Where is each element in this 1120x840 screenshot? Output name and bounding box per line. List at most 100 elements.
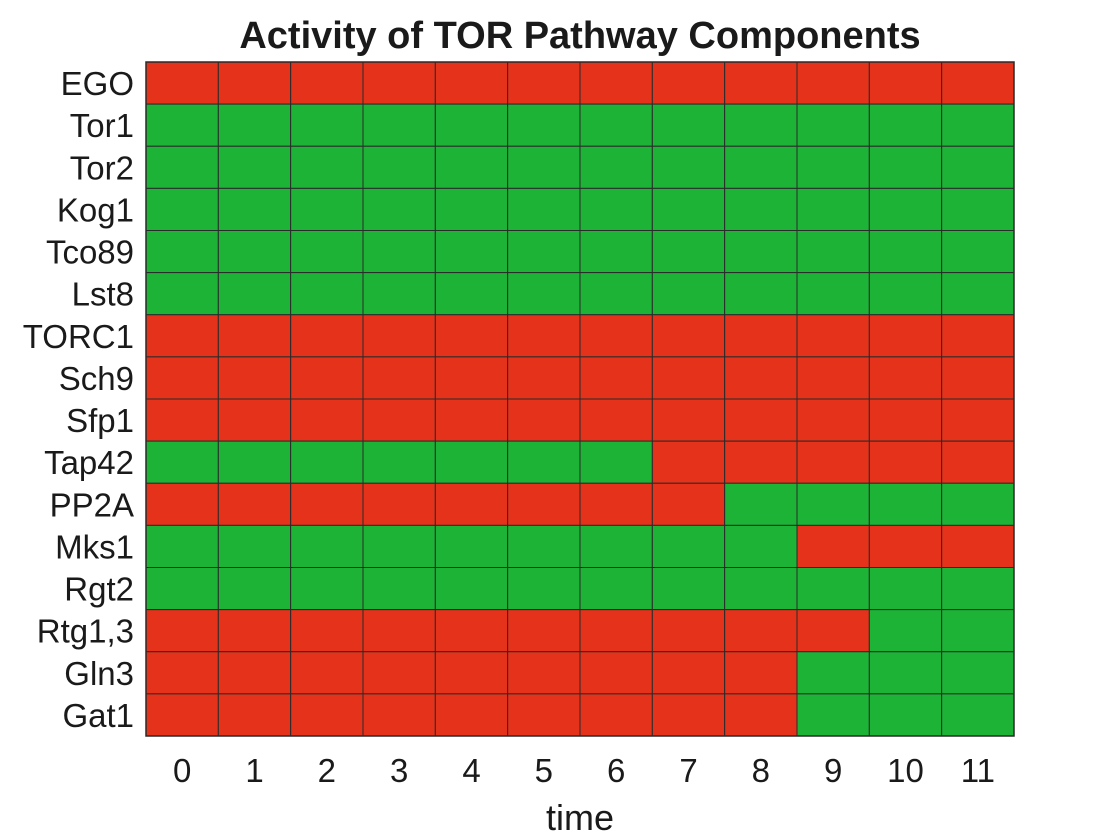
heatmap-cell: [434, 145, 509, 189]
heatmap-cell: [507, 567, 581, 611]
heatmap-cell: [362, 103, 436, 147]
heatmap-cell: [796, 651, 870, 695]
heatmap-cell: [651, 693, 726, 737]
heatmap-cell: [724, 440, 798, 484]
heatmap-cell: [362, 356, 436, 400]
heatmap-cell: [579, 187, 653, 231]
y-tick-label: Gat1: [62, 697, 134, 734]
heatmap-cell: [290, 651, 364, 695]
heatmap-cell: [724, 398, 798, 442]
x-tick-label: 1: [245, 752, 263, 789]
heatmap-cell: [941, 651, 1015, 695]
heatmap-cell: [868, 609, 943, 653]
heatmap-cell: [868, 356, 943, 400]
heatmap-cell: [145, 440, 219, 484]
heatmap-cell: [290, 440, 364, 484]
heatmap-cell: [507, 272, 581, 316]
x-tick-label: 11: [961, 752, 995, 789]
heatmap-cell: [724, 187, 798, 231]
heatmap-cell: [290, 272, 364, 316]
heatmap-cell: [362, 609, 436, 653]
heatmap-cell: [941, 524, 1015, 568]
heatmap-cell: [724, 314, 798, 358]
heatmap-cell: [434, 61, 509, 105]
heatmap-cell: [362, 693, 436, 737]
heatmap-cell: [362, 187, 436, 231]
heatmap-cell: [290, 567, 364, 611]
heatmap-cell: [145, 230, 219, 274]
heatmap-cell: [145, 693, 219, 737]
heatmap-cell: [941, 567, 1015, 611]
heatmap-cell: [868, 482, 943, 526]
heatmap-cell: [579, 314, 653, 358]
heatmap-cell: [362, 145, 436, 189]
heatmap-cell: [651, 61, 726, 105]
x-tick-label: 10: [887, 752, 924, 789]
x-tick-label: 5: [535, 752, 553, 789]
heatmap-cell: [434, 609, 509, 653]
heatmap-cell: [796, 103, 870, 147]
heatmap-cell: [507, 693, 581, 737]
heatmap-cell: [796, 314, 870, 358]
x-tick-label: 4: [462, 752, 480, 789]
heatmap-cell: [868, 230, 943, 274]
heatmap-cell: [362, 524, 436, 568]
heatmap-cell: [579, 651, 653, 695]
heatmap-cell: [724, 651, 798, 695]
y-tick-label: EGO: [61, 65, 134, 102]
heatmap-cell: [796, 145, 870, 189]
heatmap-cell: [290, 61, 364, 105]
heatmap-cell: [868, 314, 943, 358]
heatmap-cell: [651, 272, 726, 316]
heatmap-cell: [434, 187, 509, 231]
heatmap-cell: [217, 230, 292, 274]
heatmap-cell: [290, 524, 364, 568]
heatmap-cell: [145, 145, 219, 189]
heatmap-cell: [290, 314, 364, 358]
heatmap-cell: [796, 230, 870, 274]
x-tick-label: 6: [607, 752, 625, 789]
y-tick-labels: EGO Tor1 Tor2 Kog1 Tco89 Lst8 TORC1 Sch9 Sfp1 Tap…: [23, 65, 134, 734]
heatmap-cell: [217, 482, 292, 526]
heatmap-cell: [796, 567, 870, 611]
heatmap-cell: [217, 609, 292, 653]
heatmap-cell: [868, 61, 943, 105]
heatmap-cell: [579, 524, 653, 568]
x-tick-label: 7: [679, 752, 697, 789]
heatmap-cell: [145, 272, 219, 316]
heatmap-cell: [145, 482, 219, 526]
heatmap-cell: [796, 609, 870, 653]
heatmap-cell: [507, 609, 581, 653]
heatmap-cell: [507, 398, 581, 442]
heatmap-cell: [217, 103, 292, 147]
heatmap-cell: [507, 230, 581, 274]
y-tick-label: Tco89: [46, 234, 134, 271]
heatmap-cell: [724, 272, 798, 316]
heatmap-cell: [507, 651, 581, 695]
heatmap-cells: [145, 61, 1015, 737]
heatmap-cell: [651, 524, 726, 568]
heatmap-cell: [217, 272, 292, 316]
heatmap-cell: [507, 356, 581, 400]
x-axis-label: time: [546, 797, 614, 838]
plot-frame: [145, 61, 1015, 737]
heatmap-cell: [941, 398, 1015, 442]
heatmap-cell: [724, 482, 798, 526]
heatmap-cell: [651, 145, 726, 189]
heatmap-cell: [579, 145, 653, 189]
y-tick-label: Sfp1: [66, 402, 134, 439]
heatmap-cell: [507, 187, 581, 231]
heatmap-cell: [217, 61, 292, 105]
heatmap-cell: [145, 61, 219, 105]
heatmap-cell: [868, 187, 943, 231]
heatmap-cell: [507, 482, 581, 526]
y-tick-label: Rtg1,3: [37, 613, 134, 650]
heatmap-cell: [941, 314, 1015, 358]
heatmap-cell: [941, 272, 1015, 316]
heatmap-cell: [217, 145, 292, 189]
heatmap-cell: [579, 272, 653, 316]
heatmap-cell: [434, 693, 509, 737]
heatmap-cell: [724, 145, 798, 189]
